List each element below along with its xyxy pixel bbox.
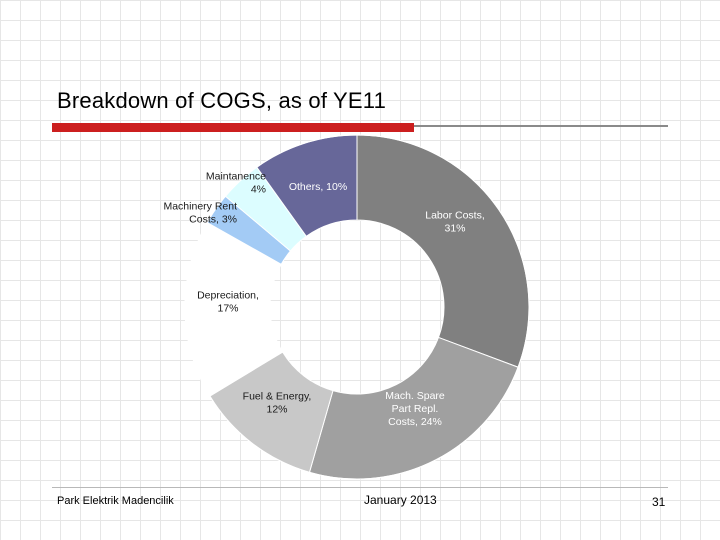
- footer-date: January 2013: [364, 493, 437, 507]
- page-number: 31: [652, 495, 666, 509]
- title-rule-red: [52, 123, 414, 132]
- label-maintanence-4: Maintanence 4%: [206, 171, 266, 196]
- label-mach-spare-part-repl-costs-24: Mach. Spare Part Repl. Costs, 24%: [385, 390, 445, 428]
- footer-company: Park Elektrik Madencilik: [57, 495, 174, 507]
- label-others-10: Others, 10%: [289, 181, 347, 193]
- label-depreciation-17: Depreciation, 17%: [197, 290, 259, 315]
- label-labor-costs-31: Labor Costs, 31%: [425, 210, 485, 235]
- footer-rule: [52, 487, 668, 488]
- label-machinery-rent-costs-3: Machinery Rent Costs, 3%: [163, 201, 237, 226]
- donut-outer-edge: [184, 134, 530, 480]
- title-rule-gray: [414, 125, 668, 127]
- slice-labor-costs-31: [356, 134, 530, 368]
- label-fuel-energy-12: Fuel & Energy, 12%: [243, 391, 312, 416]
- slide-title: Breakdown of COGS, as of YE11: [57, 88, 387, 113]
